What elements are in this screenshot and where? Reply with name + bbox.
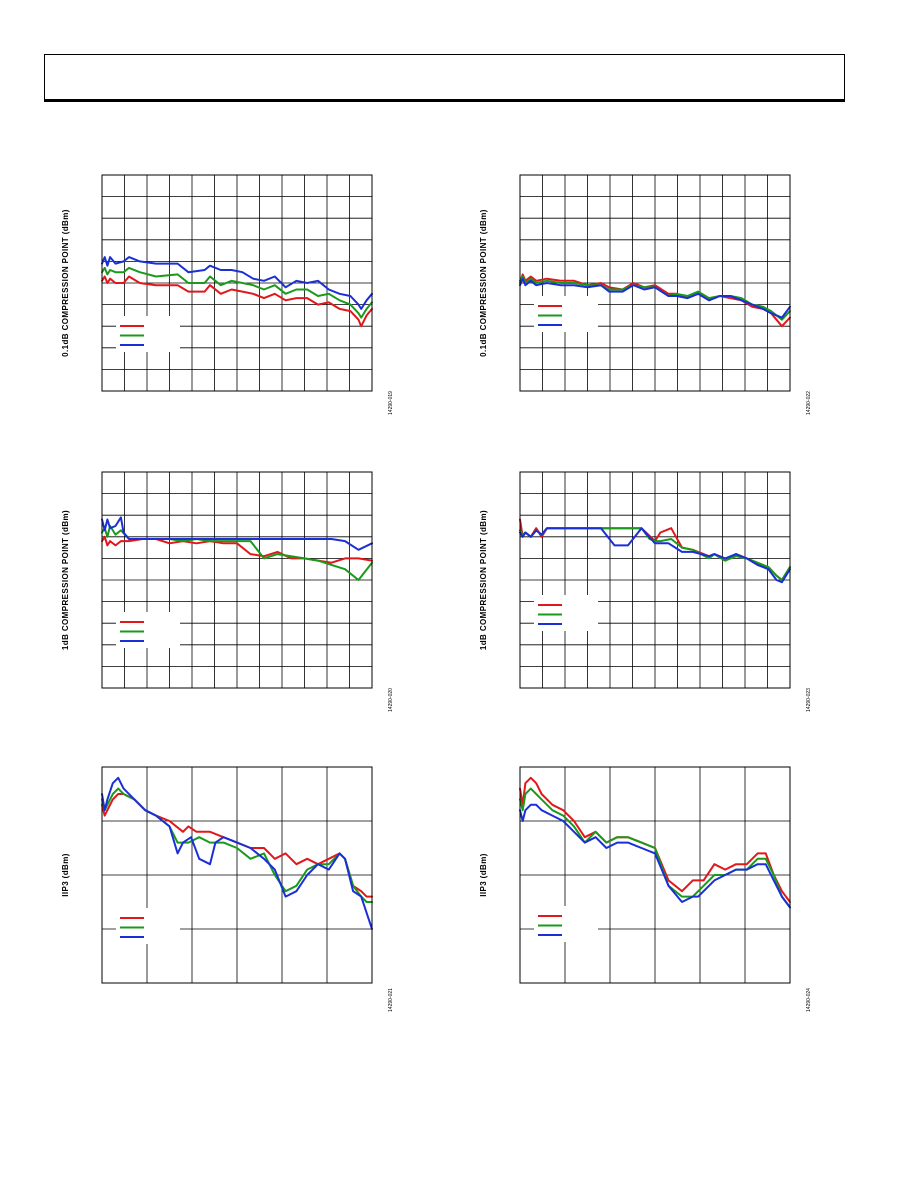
figure-id: 14290-024 <box>806 988 812 1012</box>
plot-frame <box>519 174 791 392</box>
chart-p02: 0.1dB COMPRESSION POINT (dBm) 14290-022 <box>479 174 812 415</box>
series-line-red <box>519 273 791 328</box>
figure-id: 14290-021 <box>388 988 394 1012</box>
series-line-blue <box>101 256 373 310</box>
y-axis-label: IIP3 (dBm) <box>479 853 488 897</box>
legend-box <box>116 316 180 352</box>
series-line-green <box>101 525 373 581</box>
legend-box <box>534 595 598 631</box>
plot-frame <box>101 766 373 984</box>
chart-p01: 0.1dB COMPRESSION POINT (dBm) 14290-019 <box>61 174 394 415</box>
y-axis-label: IIP3 (dBm) <box>61 853 70 897</box>
series-line-blue <box>101 776 373 930</box>
series-line-blue <box>101 516 373 551</box>
figure-id: 14290-022 <box>806 391 812 415</box>
series-line-green <box>101 266 373 319</box>
series-line-blue <box>519 277 791 319</box>
figure-id: 14290-019 <box>388 391 394 415</box>
legend-box <box>534 906 598 942</box>
series-line-blue <box>519 527 791 584</box>
y-axis-label: 1dB COMPRESSION POINT (dBm) <box>61 510 70 650</box>
legend-box <box>534 296 598 332</box>
y-axis-label: 0.1dB COMPRESSION POINT (dBm) <box>61 209 70 357</box>
y-axis-label: 1dB COMPRESSION POINT (dBm) <box>479 510 488 650</box>
series-line-red <box>101 275 373 328</box>
plot-frame <box>101 174 373 392</box>
chart-p05: IIP3 (dBm) 14290-021 <box>61 766 394 1012</box>
plot-frame <box>519 766 791 984</box>
legend-box <box>116 908 180 944</box>
plot-frame <box>519 471 791 689</box>
series-line-blue <box>519 803 791 909</box>
page-header-box <box>44 54 845 102</box>
figure-id: 14290-023 <box>806 688 812 712</box>
y-axis-label: 0.1dB COMPRESSION POINT (dBm) <box>479 209 488 357</box>
chart-p03: 1dB COMPRESSION POINT (dBm) 14290-020 <box>61 471 394 712</box>
chart-p06: IIP3 (dBm) 14290-024 <box>479 766 812 1012</box>
legend-box <box>116 612 180 648</box>
plot-frame <box>101 471 373 689</box>
chart-p04: 1dB COMPRESSION POINT (dBm) 14290-023 <box>479 471 812 712</box>
figure-id: 14290-020 <box>388 688 394 712</box>
